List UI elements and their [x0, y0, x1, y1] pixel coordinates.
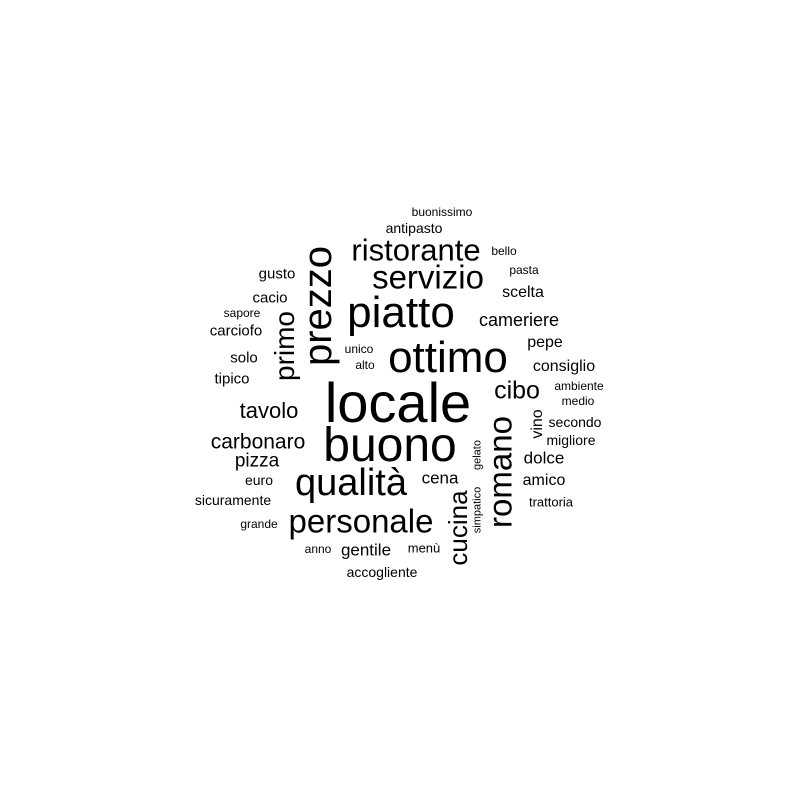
- word-menu: menù: [407, 540, 441, 556]
- word-ambiente: ambiente: [554, 379, 604, 393]
- word-personale: personale: [288, 502, 434, 540]
- word-antipasto: antipasto: [385, 220, 443, 236]
- word-cucina: cucina: [443, 490, 473, 566]
- word-prezzo: prezzo: [296, 245, 340, 367]
- word-primo: primo: [269, 310, 300, 382]
- word-solo: solo: [230, 349, 258, 367]
- word-migliore: migliore: [546, 432, 596, 448]
- word-medio: medio: [561, 394, 595, 408]
- word-carbonaro: carbonaro: [210, 430, 306, 454]
- word-vino: vino: [529, 409, 546, 439]
- word-amico: amico: [522, 472, 566, 489]
- word-pepe: pepe: [527, 334, 563, 351]
- word-gentile: gentile: [340, 540, 392, 560]
- word-servizio: servizio: [372, 258, 484, 296]
- word-bello: bello: [491, 244, 517, 258]
- word-simpatico: simpatico: [471, 486, 484, 534]
- word-dolce: dolce: [523, 448, 565, 468]
- word-scelta: scelta: [502, 284, 544, 301]
- word-sicuramente: sicuramente: [194, 492, 272, 508]
- word-cibo: cibo: [494, 376, 540, 405]
- word-ottimo: ottimo: [388, 333, 508, 382]
- word-grande: grande: [240, 517, 278, 531]
- word-locale: locale: [324, 371, 472, 434]
- word-accogliente: accogliente: [346, 564, 418, 580]
- word-cacio: cacio: [252, 289, 288, 307]
- word-alto: alto: [355, 358, 375, 372]
- word-ristorante: ristorante: [351, 232, 481, 268]
- word-unico: unico: [344, 342, 374, 356]
- word-tavolo: tavolo: [239, 398, 299, 423]
- word-piatto: piatto: [347, 288, 455, 337]
- word-pasta: pasta: [509, 263, 539, 277]
- word-buono: buono: [323, 419, 457, 472]
- word-buonissimo: buonissimo: [411, 205, 473, 219]
- word-gusto: gusto: [258, 265, 296, 283]
- word-pizza: pizza: [234, 450, 280, 472]
- word-tipico: tipico: [214, 370, 250, 388]
- word-romano: romano: [481, 416, 519, 528]
- word-cena: cena: [421, 468, 459, 488]
- word-trattoria: trattoria: [528, 494, 574, 510]
- word-anno: anno: [304, 542, 332, 556]
- word-gelato: gelato: [471, 440, 484, 470]
- word-secondo: secondo: [548, 414, 602, 430]
- word-euro: euro: [244, 472, 274, 488]
- word-cameriere: cameriere: [478, 310, 560, 330]
- word-carciofo: carciofo: [209, 322, 263, 340]
- word-consiglio: consiglio: [532, 358, 596, 375]
- word-sapore: sapore: [223, 306, 261, 320]
- word-qualita: qualità: [295, 462, 407, 504]
